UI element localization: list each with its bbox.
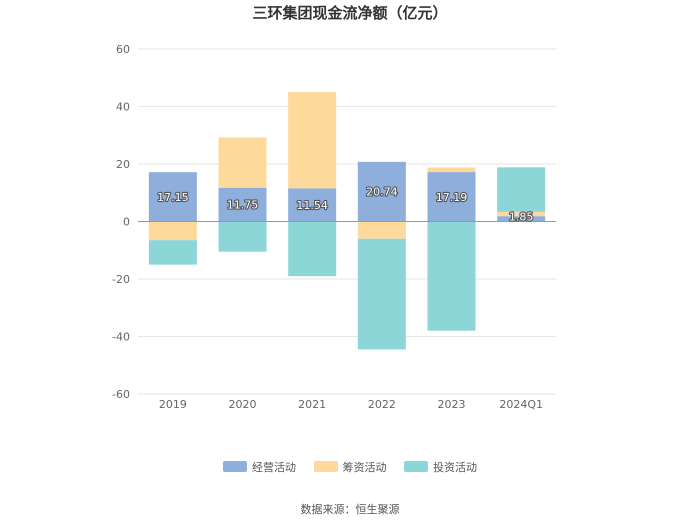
data-label: 11.54 <box>296 199 328 212</box>
legend-swatch-investing <box>404 461 428 472</box>
y-tick-label: 60 <box>116 43 130 56</box>
bar-segment-s1-2023 <box>427 167 476 173</box>
bar-segment-s2-2021 <box>288 221 337 277</box>
y-tick-label: 40 <box>116 101 130 114</box>
x-tick-label: 2021 <box>298 398 326 411</box>
bar-segment-s1-2024Q1 <box>497 211 546 217</box>
bar-segment-s0-2022 <box>357 161 406 222</box>
legend-label-financing: 筹资活动 <box>342 461 387 474</box>
legend-item-financing[interactable]: 筹资活动 <box>313 459 387 475</box>
y-tick-label: -40 <box>112 331 130 344</box>
legend: 经营活动 筹资活动 投资活动 <box>0 459 700 475</box>
x-tick-label: 2020 <box>229 398 257 411</box>
data-label: 11.75 <box>227 199 259 212</box>
legend-label-operating: 经营活动 <box>252 461 296 474</box>
x-tick-label: 2023 <box>438 398 466 411</box>
bar-segment-s1-2020 <box>218 137 267 188</box>
legend-label-investing: 投资活动 <box>433 461 477 474</box>
x-tick-label: 2024Q1 <box>499 398 543 411</box>
x-tick-label: 2022 <box>368 398 396 411</box>
chart-title: 三环集团现金流净额（亿元） <box>252 4 448 22</box>
bar-segment-s0-2020 <box>218 187 267 222</box>
legend-swatch-operating <box>223 461 247 472</box>
legend-item-investing[interactable]: 投资活动 <box>404 459 477 475</box>
data-label: 17.15 <box>157 191 189 204</box>
legend-swatch-financing <box>313 461 338 472</box>
data-label: 17.19 <box>436 191 468 204</box>
y-tick-label: 20 <box>116 158 130 171</box>
y-tick-label: -60 <box>112 388 130 401</box>
bar-segment-s2-2022 <box>357 238 406 350</box>
bar-segment-s2-2019 <box>148 240 197 265</box>
bar-segment-s2-2020 <box>218 221 267 252</box>
bar-segment-s2-2024Q1 <box>497 167 546 212</box>
bar-segment-s1-2019 <box>148 221 197 241</box>
y-tick-label: 0 <box>123 216 130 229</box>
data-label: 1.85 <box>509 211 534 224</box>
bar-segment-s0-2023 <box>427 172 476 222</box>
x-tick-label: 2019 <box>159 398 187 411</box>
y-tick-label: -20 <box>112 273 130 286</box>
bar-segment-s1-2021 <box>288 92 337 189</box>
bar-segment-s0-2019 <box>148 172 197 222</box>
legend-item-operating[interactable]: 经营活动 <box>223 459 296 475</box>
data-label: 20.74 <box>366 186 398 199</box>
bar-segment-s1-2022 <box>357 221 406 239</box>
data-source-note: 数据来源：恒生聚源 <box>300 503 400 516</box>
bar-segment-s0-2021 <box>288 188 337 222</box>
bar-segment-s0-2024Q1 <box>497 216 546 222</box>
bar-segment-s2-2023 <box>427 221 476 331</box>
